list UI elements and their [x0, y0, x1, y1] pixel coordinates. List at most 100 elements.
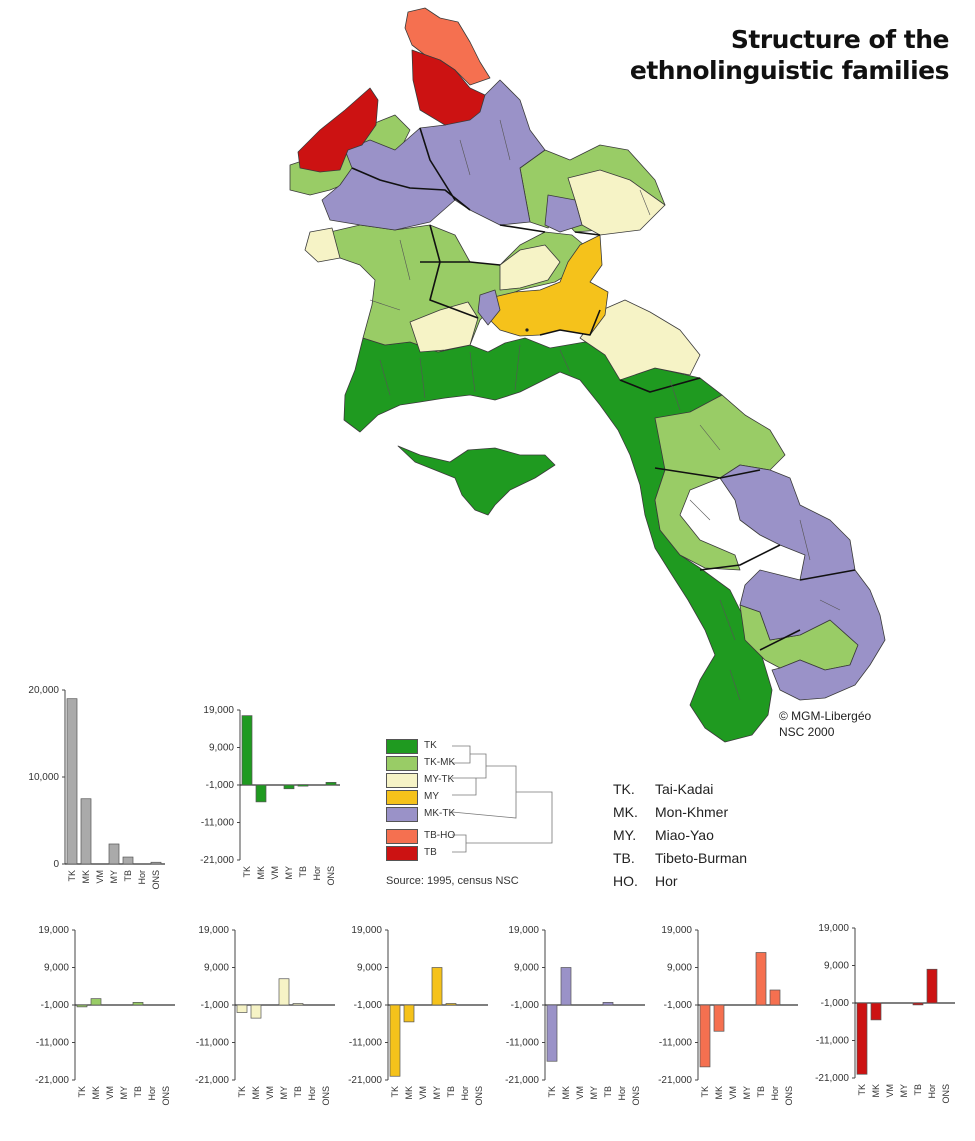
province-border-center: [420, 224, 601, 336]
chart-mytk: 19,000 9,000 -1,000 -11,000 -21,000 TK MK VM MY T…: [180, 920, 340, 1120]
bar-mk: [250, 1004, 262, 1019]
x-tick-label: MY: [119, 1086, 129, 1100]
bar-tb: [132, 1002, 144, 1006]
bar-my: [278, 978, 290, 1006]
y-tick-label: 9,000: [44, 963, 69, 974]
x-tick-label: MK: [561, 1086, 571, 1100]
x-tick-label: Hor: [927, 1084, 937, 1099]
abbreviation-name: Hor: [655, 873, 678, 889]
bar-tk: [76, 1004, 88, 1008]
y-tick-label: 9,000: [204, 963, 229, 974]
legend-code: TB-HO: [424, 830, 456, 841]
x-tick-label: TB: [298, 866, 308, 878]
x-tick-label: ONS: [784, 1086, 794, 1106]
bar-tk: [546, 1004, 558, 1062]
region-tb-west: [297, 87, 379, 173]
y-tick-label: 19,000: [351, 925, 382, 936]
chart-tbho: 19,000 9,000 -1,000 -11,000 -21,000 TK MK VM MY T…: [643, 920, 803, 1120]
region-mktk-mid: [544, 194, 583, 233]
chart-mktk: 19,000 9,000 -1,000 -11,000 -21,000 TK MK VM MY T…: [490, 920, 650, 1120]
chart-tb: 19,000 9,000 -1,000 -11,000 -21,000 TK MK VM MY T…: [800, 918, 960, 1118]
x-tick-label: MK: [81, 870, 91, 884]
x-tick-label: MK: [91, 1086, 101, 1100]
bar-mk: [255, 784, 267, 803]
x-tick-label: VM: [265, 1086, 275, 1100]
y-tick-label: -1,000: [511, 1000, 540, 1011]
bar-hor: [926, 968, 938, 1004]
x-tick-label: TK: [700, 1086, 710, 1098]
x-tick-label: ONS: [326, 866, 336, 886]
x-tick-label: VM: [95, 870, 105, 884]
legend-swatch: [386, 790, 418, 805]
x-tick-label: VM: [728, 1086, 738, 1100]
title-line-1: Structure of the: [730, 25, 950, 54]
x-tick-label: Hor: [770, 1086, 780, 1101]
x-tick-label: TK: [237, 1086, 247, 1098]
x-tick-label: VM: [418, 1086, 428, 1100]
abbreviation-name: Tibeto-Burman: [655, 850, 748, 866]
x-tick-label: MK: [256, 866, 266, 880]
abbreviation-item: HO. Hor: [613, 870, 747, 893]
chart-my: 19,000 9,000 -1,000 -11,000 -21,000 TK MK VM MY T…: [333, 920, 493, 1120]
bar-tk: [66, 698, 78, 865]
x-tick-label: ONS: [161, 1086, 171, 1106]
credit-line-1: © MGM-Libergéo: [779, 709, 872, 723]
chart-total: 0 10,000 20,000 TK MK VM MY TB Hor ONS: [10, 682, 180, 890]
x-tick-label: MK: [404, 1086, 414, 1100]
y-tick-label: -11,000: [506, 1038, 540, 1049]
x-tick-label: VM: [575, 1086, 585, 1100]
y-tick-label: -21,000: [348, 1075, 382, 1086]
y-tick-label: -11,000: [201, 818, 235, 829]
abbreviation-name: Tai-Kadai: [655, 781, 714, 797]
bar-tb: [912, 1002, 924, 1006]
bar-tb: [292, 1003, 304, 1006]
bar-tb: [297, 784, 309, 787]
x-tick-label: VM: [885, 1084, 895, 1098]
y-tick-label: -11,000: [659, 1038, 693, 1049]
y-tick-label: 19,000: [198, 925, 229, 936]
y-tick-label: 9,000: [824, 961, 849, 972]
region-mytk-center: [409, 301, 479, 353]
bar-mk: [80, 798, 92, 865]
x-tick-label: MY: [284, 866, 294, 880]
legend-code: MY-TK: [424, 774, 455, 785]
x-tick-label: TB: [293, 1086, 303, 1098]
bar-hor: [769, 989, 781, 1006]
credit: © MGM-Libergéo NSC 2000: [779, 708, 871, 740]
x-tick-label: TK: [77, 1086, 87, 1098]
abbreviation-item: TK. Tai-Kadai: [613, 778, 747, 801]
y-tick-label: -11,000: [816, 1036, 850, 1047]
province-border-north: [351, 127, 601, 236]
x-tick-label: VM: [105, 1086, 115, 1100]
laos-ethnolinguistic-map: [289, 7, 886, 743]
abbreviation-code: TB.: [613, 850, 635, 866]
district-lines: [369, 119, 841, 701]
y-tick-label: 19,000: [203, 705, 234, 716]
x-tick-label: ONS: [151, 870, 161, 890]
abbreviation-code: MY.: [613, 827, 637, 843]
x-tick-label: Hor: [307, 1086, 317, 1101]
legend-swatch: [386, 829, 418, 844]
bar-mk: [560, 967, 572, 1006]
y-tick-label: -1,000: [354, 1000, 383, 1011]
bar-tk: [856, 1002, 868, 1075]
title-line-2: ethnolinguistic families: [629, 56, 950, 85]
x-tick-label: TK: [67, 870, 77, 882]
y-tick-label: -11,000: [196, 1038, 230, 1049]
x-tick-label: VM: [270, 866, 280, 880]
x-tick-label: TB: [446, 1086, 456, 1098]
y-tick-label: 19,000: [508, 925, 539, 936]
legend-swatch: [386, 846, 418, 861]
chart-tk: 19,000 9,000 -1,000 -11,000 -21,000 TK MK VM MY T…: [185, 700, 345, 900]
region-tb-north: [411, 49, 486, 126]
legend-swatch: [386, 739, 418, 754]
y-tick-label: -11,000: [349, 1038, 383, 1049]
y-tick-label: 20,000: [28, 685, 59, 696]
x-tick-label: MY: [899, 1084, 909, 1098]
dendrogram: [451, 745, 553, 853]
x-tick-label: Hor: [617, 1086, 627, 1101]
bar-mk: [870, 1002, 882, 1021]
legend-code: MK-TK: [424, 808, 456, 819]
source-note: Source: 1995, census NSC: [386, 875, 519, 887]
y-tick-label: -21,000: [658, 1075, 692, 1086]
